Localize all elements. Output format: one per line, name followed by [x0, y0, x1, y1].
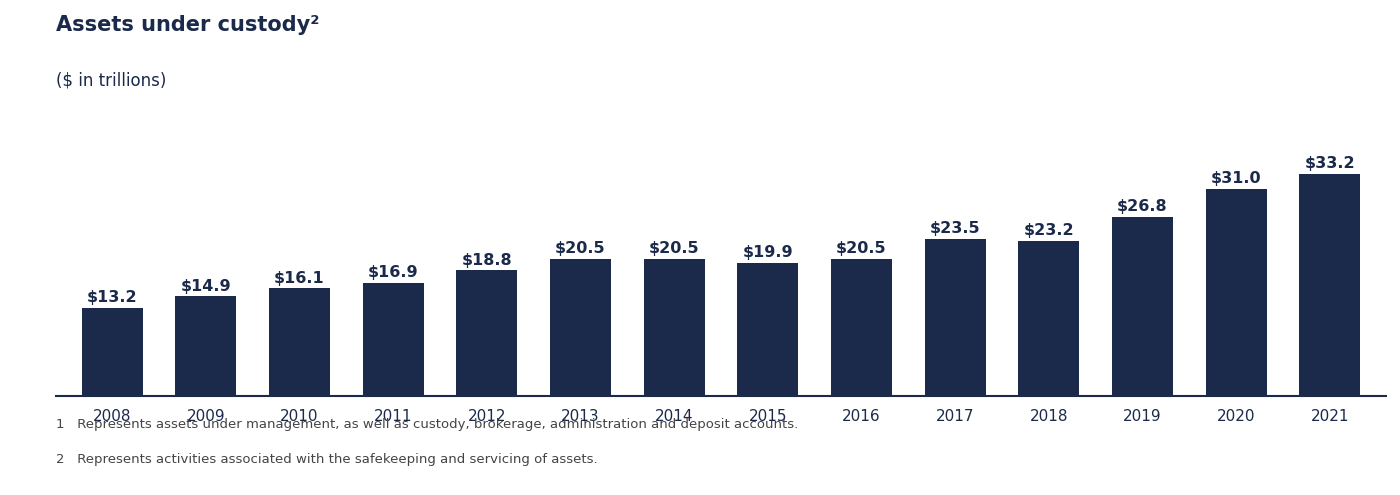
Text: 1   Represents assets under management, as well as custody, brokerage, administr: 1 Represents assets under management, as… — [56, 418, 798, 431]
Bar — [456, 270, 517, 396]
Bar — [550, 259, 610, 396]
Text: $33.2: $33.2 — [1305, 156, 1355, 171]
Bar — [738, 263, 798, 396]
Bar — [81, 308, 143, 396]
Bar — [363, 283, 424, 396]
Text: $20.5: $20.5 — [836, 242, 886, 256]
Text: $31.0: $31.0 — [1211, 171, 1261, 186]
Bar — [832, 259, 892, 396]
Text: $13.2: $13.2 — [87, 290, 137, 305]
Text: $20.5: $20.5 — [648, 242, 700, 256]
Text: $18.8: $18.8 — [462, 252, 512, 268]
Bar — [925, 239, 986, 396]
Text: Assets under custody²: Assets under custody² — [56, 15, 319, 35]
Text: ($ in trillions): ($ in trillions) — [56, 72, 167, 90]
Text: $16.1: $16.1 — [274, 271, 325, 286]
Bar — [1018, 241, 1079, 396]
Bar — [1299, 174, 1361, 396]
Text: $16.9: $16.9 — [368, 265, 419, 280]
Text: $23.5: $23.5 — [930, 221, 980, 236]
Text: 2   Represents activities associated with the safekeeping and servicing of asset: 2 Represents activities associated with … — [56, 453, 598, 466]
Text: $23.2: $23.2 — [1023, 223, 1074, 238]
Bar — [1205, 189, 1267, 396]
Bar — [175, 297, 237, 396]
Bar — [644, 259, 704, 396]
Text: $20.5: $20.5 — [556, 242, 606, 256]
Bar — [1112, 217, 1173, 396]
Bar — [269, 289, 330, 396]
Text: $14.9: $14.9 — [181, 279, 231, 294]
Text: $26.8: $26.8 — [1117, 199, 1168, 214]
Text: $19.9: $19.9 — [742, 246, 794, 260]
